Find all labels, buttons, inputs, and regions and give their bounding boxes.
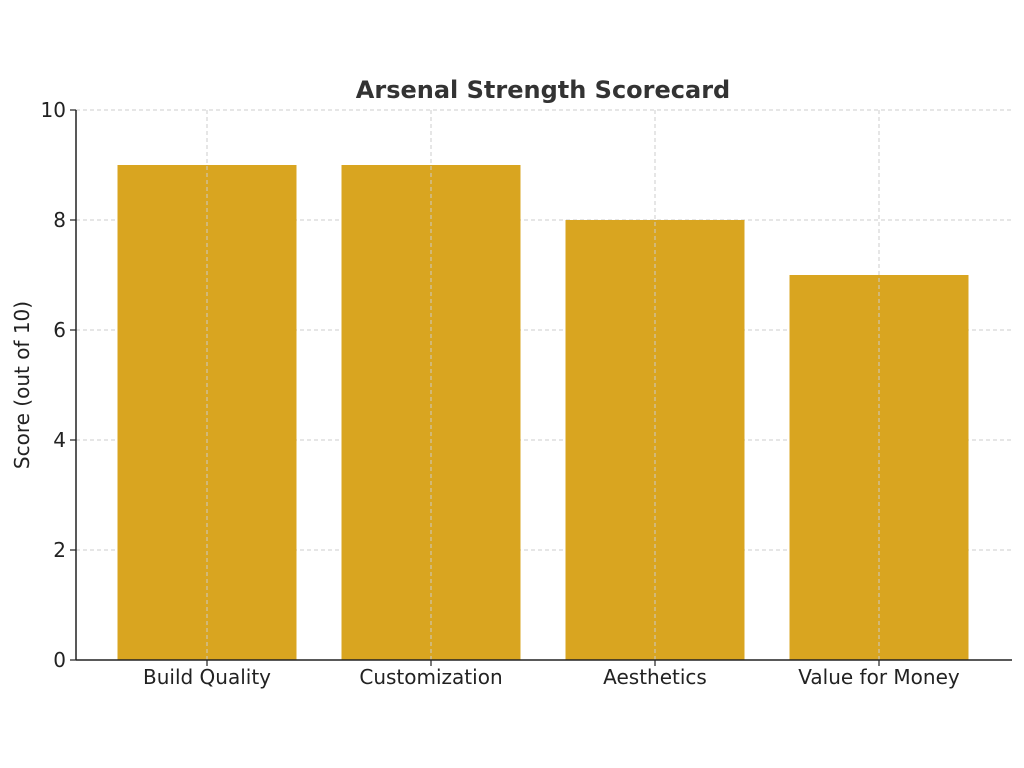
bars: [117, 165, 969, 660]
chart-title: Arsenal Strength Scorecard: [356, 76, 730, 104]
y-tick-label: 8: [53, 208, 66, 232]
x-tick-labels: Build Quality Customization Aesthetics Valu…: [143, 665, 960, 689]
vertical-grid-lines: [206, 110, 880, 660]
x-tick-label: Value for Money: [798, 665, 960, 689]
y-tick-label: 10: [41, 98, 66, 122]
y-axis-label: Score (out of 10): [10, 301, 34, 469]
y-tick-label: 6: [53, 318, 66, 342]
y-tick-label: 0: [53, 648, 66, 672]
y-tick-labels: 0 2 4 6 8 10: [41, 98, 66, 672]
axes: [70, 109, 1012, 666]
x-tick-label: Aesthetics: [603, 665, 707, 689]
x-tick-label: Build Quality: [143, 665, 271, 689]
x-tick-label: Customization: [359, 665, 502, 689]
y-tick-label: 2: [53, 538, 66, 562]
y-tick-label: 4: [53, 428, 66, 452]
